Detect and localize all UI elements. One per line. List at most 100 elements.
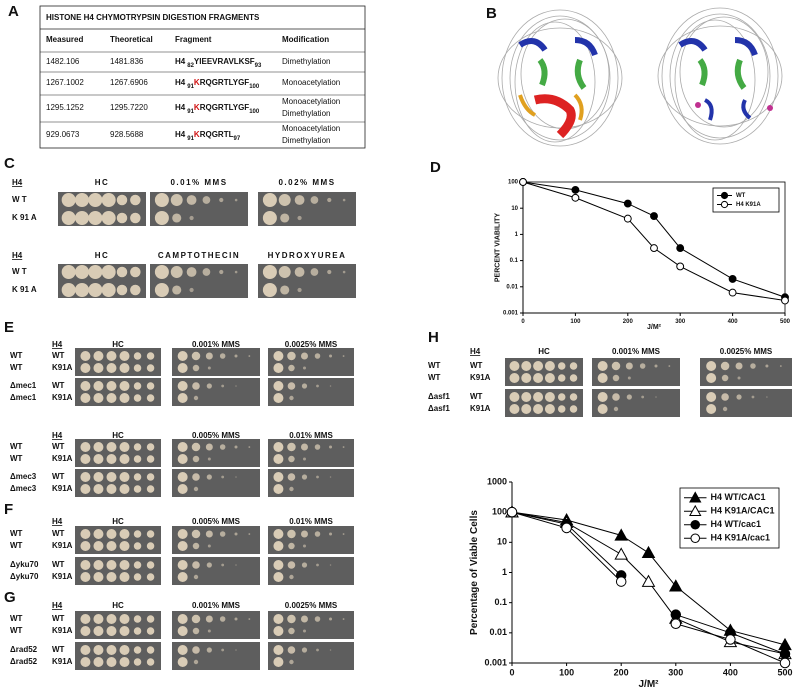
spot xyxy=(93,472,104,482)
spot xyxy=(130,212,141,224)
spot xyxy=(146,530,155,538)
spot xyxy=(329,532,333,536)
spot xyxy=(177,614,188,624)
spot xyxy=(192,627,200,635)
spot xyxy=(170,194,183,206)
marker xyxy=(728,274,737,283)
fragment-part: YIEEVRAVLKSF xyxy=(194,57,255,66)
spot xyxy=(192,561,200,569)
spot xyxy=(533,373,544,383)
panel-label: B xyxy=(486,5,497,22)
row-label: WT xyxy=(10,351,23,360)
x-axis-label: J/M² xyxy=(639,679,660,689)
spot xyxy=(329,385,332,387)
condition: 0.005% MMS xyxy=(192,431,241,440)
spot xyxy=(569,374,578,382)
spot xyxy=(737,376,741,380)
y-tick-label: 1000 xyxy=(487,476,507,486)
spot xyxy=(133,382,142,390)
spot xyxy=(93,614,104,624)
spot xyxy=(219,197,224,203)
spot xyxy=(597,361,608,371)
spot xyxy=(342,533,345,535)
spot xyxy=(765,364,769,368)
plate xyxy=(75,439,161,467)
spot xyxy=(80,645,91,655)
row-label: K91A xyxy=(52,454,73,463)
plate xyxy=(172,469,260,497)
spot xyxy=(287,561,296,569)
spot xyxy=(80,529,91,539)
spot xyxy=(641,395,645,399)
spot xyxy=(521,392,532,402)
spot xyxy=(80,614,91,624)
spot xyxy=(273,626,284,636)
spot xyxy=(273,645,284,655)
spot xyxy=(297,215,302,221)
plate xyxy=(172,439,260,467)
spot xyxy=(300,615,308,623)
spot xyxy=(186,195,197,205)
spot xyxy=(273,472,284,482)
spot xyxy=(106,393,117,403)
spot xyxy=(207,544,211,548)
fragment-part: H4 xyxy=(175,103,186,112)
condition: 0.0025% MMS xyxy=(285,340,338,349)
spot xyxy=(133,542,142,550)
spot xyxy=(133,364,142,372)
marker xyxy=(781,296,789,305)
spot xyxy=(706,373,717,383)
spot xyxy=(191,614,201,624)
spot xyxy=(613,406,619,412)
row-label: WT xyxy=(52,645,65,654)
spot xyxy=(706,404,717,414)
spot xyxy=(172,213,182,223)
measured: 929.0673 xyxy=(46,130,80,139)
marker xyxy=(779,657,791,669)
spot xyxy=(101,283,116,297)
plate xyxy=(75,526,161,554)
spot xyxy=(106,657,117,667)
condition: 0.001% MMS xyxy=(612,347,661,356)
fragment-part: K xyxy=(194,103,200,112)
row-label: WT xyxy=(10,442,23,451)
spot xyxy=(533,404,544,414)
spot xyxy=(301,474,308,480)
spot xyxy=(273,614,284,624)
marker xyxy=(641,545,656,559)
spot xyxy=(80,626,91,636)
spot xyxy=(189,287,194,293)
table-header: Fragment xyxy=(175,35,212,44)
spot xyxy=(116,284,128,296)
spot xyxy=(612,393,620,401)
marker xyxy=(670,618,682,630)
spot xyxy=(93,657,104,667)
spot xyxy=(119,454,130,464)
spot xyxy=(146,573,155,581)
spot xyxy=(80,572,91,582)
spot xyxy=(93,484,104,494)
spot xyxy=(597,404,608,414)
spot xyxy=(248,533,251,535)
spot xyxy=(205,352,213,360)
spot xyxy=(93,541,104,551)
y-tick-label: 0.01 xyxy=(506,284,518,290)
spot xyxy=(116,212,128,224)
spot xyxy=(146,473,155,481)
spot xyxy=(133,573,142,581)
spot xyxy=(106,572,117,582)
spot xyxy=(280,285,290,295)
fragment-part: K xyxy=(194,78,200,87)
structure-right xyxy=(657,7,783,145)
x-axis-label: J/M² xyxy=(647,324,662,331)
row-label: WT xyxy=(10,614,23,623)
spot xyxy=(289,574,294,580)
panel-label: G xyxy=(4,589,16,606)
spot xyxy=(329,617,333,621)
spot xyxy=(93,626,104,636)
spot xyxy=(219,616,226,622)
spot xyxy=(80,442,91,452)
spot xyxy=(192,364,200,372)
spot xyxy=(177,472,188,482)
spot xyxy=(119,572,130,582)
